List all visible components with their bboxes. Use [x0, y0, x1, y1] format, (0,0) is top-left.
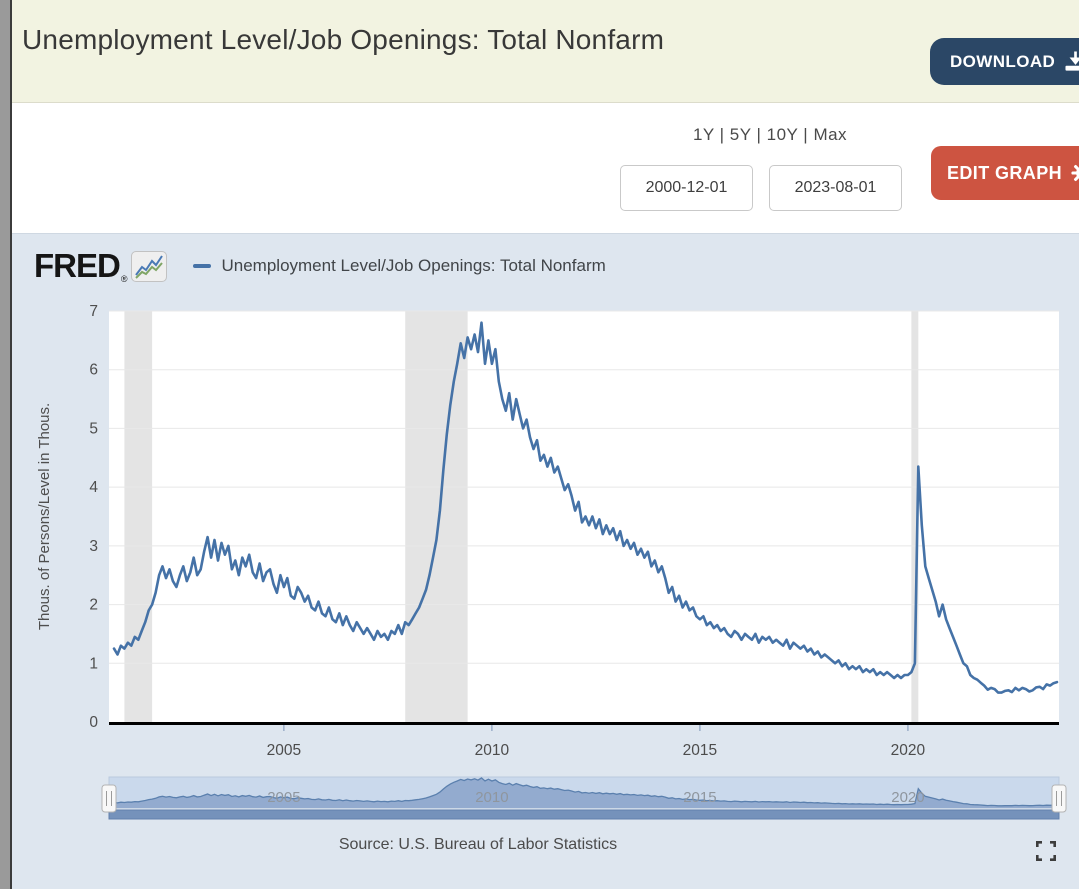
fullscreen-icon: [1036, 840, 1056, 861]
window-left-edge: [0, 0, 10, 889]
svg-text:4: 4: [89, 479, 98, 496]
fred-logo: FRED: [34, 247, 121, 284]
svg-text:1: 1: [89, 655, 98, 672]
graph-header-row: FRED ® Unemployment Level/Job Openings: …: [34, 244, 606, 288]
svg-text:6: 6: [89, 362, 98, 379]
svg-text:2010: 2010: [475, 789, 508, 806]
svg-text:2010: 2010: [475, 742, 510, 759]
navigator-scrollbar[interactable]: [108, 809, 1060, 820]
window-left-edge-border: [10, 0, 12, 889]
download-icon: [1064, 51, 1079, 72]
fred-registered-mark: ®: [120, 274, 128, 284]
svg-text:2: 2: [89, 597, 98, 614]
svg-text:3: 3: [89, 538, 98, 555]
page-title: Unemployment Level/Job Openings: Total N…: [22, 24, 665, 55]
legend-series-label: Unemployment Level/Job Openings: Total N…: [221, 256, 606, 275]
end-date-input[interactable]: 2023-08-01: [769, 165, 902, 211]
range-selector-links[interactable]: 1Y | 5Y | 10Y | Max: [692, 125, 848, 144]
svg-text:Thous. of Persons/Level in Tho: Thous. of Persons/Level in Thous.: [36, 403, 53, 630]
fred-sparkline-icon: [131, 250, 168, 282]
svg-text:2020: 2020: [891, 742, 926, 759]
svg-text:2015: 2015: [683, 742, 717, 759]
svg-text:2005: 2005: [267, 789, 300, 806]
svg-text:2020: 2020: [891, 789, 924, 806]
source-attribution: Source: U.S. Bureau of Labor Statistics: [338, 836, 618, 853]
download-button[interactable]: DOWNLOAD: [930, 38, 1079, 85]
navigator-right-handle[interactable]: [1051, 784, 1067, 813]
navigator[interactable]: 2005 2010 2015 2020: [108, 776, 1060, 809]
graph-controls: 1Y | 5Y | 10Y | Max 2000-12-01 2023-08-0…: [12, 103, 1079, 233]
time-series-chart[interactable]: 0 1 2 3 4 5 6 7 Thous. of Persons/Level in Thous…: [12, 234, 1079, 889]
legend-line-swatch: [193, 264, 212, 268]
start-date-input[interactable]: 2000-12-01: [620, 165, 753, 211]
svg-text:2005: 2005: [267, 742, 301, 759]
svg-text:2015: 2015: [683, 789, 716, 806]
edit-graph-button-label: EDIT GRAPH: [947, 162, 1063, 183]
page-header: Unemployment Level/Job Openings: Total N…: [12, 0, 1079, 103]
edit-graph-button[interactable]: EDIT GRAPH: [931, 146, 1079, 200]
svg-text:0: 0: [89, 714, 98, 731]
download-button-label: DOWNLOAD: [950, 51, 1056, 71]
fullscreen-button[interactable]: [1033, 839, 1059, 865]
svg-text:5: 5: [89, 420, 98, 437]
svg-text:7: 7: [89, 303, 98, 320]
graph-panel: 0 1 2 3 4 5 6 7 Thous. of Persons/Level in Thous…: [12, 233, 1079, 889]
navigator-left-handle[interactable]: [101, 784, 117, 813]
gear-icon: [1071, 162, 1079, 184]
